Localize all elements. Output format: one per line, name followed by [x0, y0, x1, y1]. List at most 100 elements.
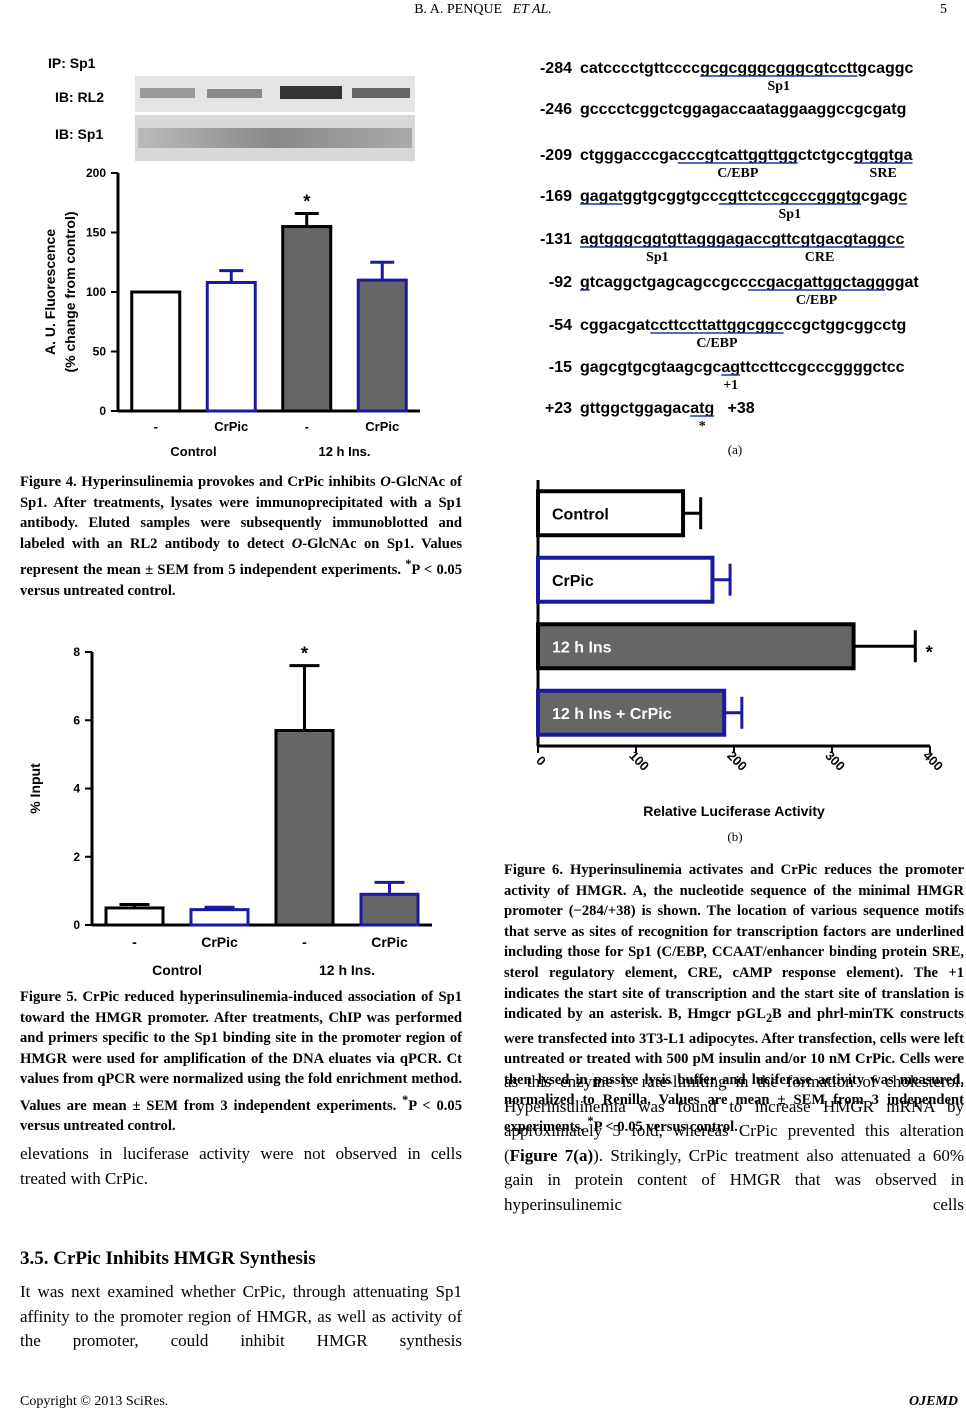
y-axis-label: % Input	[27, 763, 43, 814]
y-tick-label: 0	[73, 918, 80, 932]
y-axis-label: (% change from control)	[62, 211, 78, 372]
sequence-position: -54	[549, 317, 572, 334]
blot-label: IP: Sp1	[48, 55, 96, 71]
sequence-position: -92	[549, 274, 572, 291]
x-tick-label: -	[305, 419, 309, 434]
sequence-segment: gcgcgggcgggcgtcctt	[700, 60, 858, 77]
sequence-segment: gagcgtgcgtaagcgc	[580, 359, 721, 376]
sequence-segment: ag	[721, 359, 740, 376]
caption: Figure 5. CrPic reduced hyperinsulinemia…	[20, 989, 462, 1135]
motif-label: CRE	[805, 250, 835, 265]
sequence-position: +23	[545, 400, 572, 417]
bar	[536, 622, 856, 671]
band	[352, 88, 410, 98]
sequence-segment: ggtgcggtgcc	[623, 188, 719, 205]
sequence-segment: ccgctggcggcctg	[784, 317, 907, 334]
annotation: *	[303, 191, 310, 211]
motif-label: C/EBP	[796, 293, 838, 308]
sequence-segment: catcccctgttcccc	[580, 60, 700, 77]
y-tick-label: 0	[99, 404, 106, 418]
bar	[536, 555, 715, 604]
y-tick-label: 200	[86, 166, 106, 180]
sequence-segment: ccttccttattggcggc	[650, 317, 783, 334]
x-tick-label: 300	[822, 748, 848, 774]
sequence-segment: cgttctccgcccgggtg	[719, 188, 861, 205]
x-tick-label: -	[132, 934, 137, 950]
authors: B. A. PENQUE	[414, 2, 503, 17]
bar-label: 12 h Ins	[552, 639, 612, 656]
y-tick-label: 50	[93, 345, 107, 359]
group-label: 12 h Ins.	[318, 444, 370, 459]
sequence-segment: cggacgat	[580, 317, 651, 334]
page-number: 5	[940, 2, 947, 17]
motif-label: Sp1	[646, 250, 669, 265]
paragraph: It was next examined whether CrPic, thro…	[20, 1282, 462, 1351]
copyright: Copyright © 2013 SciRes.	[20, 1394, 169, 1409]
x-tick-label: CrPic	[201, 934, 238, 950]
et-al: ET AL.	[512, 2, 552, 17]
x-tick-label: CrPic	[371, 934, 408, 950]
bar	[536, 489, 686, 538]
sequence-segment: ccgacgattggctagg	[748, 274, 885, 291]
x-tick-label: 0	[533, 753, 549, 769]
bar	[205, 280, 257, 413]
y-tick-label: 100	[86, 285, 106, 299]
section-heading: 3.5. CrPic Inhibits HMGR Synthesis	[20, 1248, 316, 1269]
caption: Figure 4. Hyperinsulinemia provokes and …	[20, 474, 463, 599]
panel-label: (a)	[728, 442, 742, 457]
motif-label: C/EBP	[717, 166, 759, 181]
bar	[104, 906, 165, 927]
caption: Figure 6. Hyperinsulinemia activates and…	[504, 862, 964, 1135]
y-tick-label: 6	[73, 713, 80, 727]
sequence-segment: ctgggacccga	[580, 147, 678, 164]
bar	[281, 225, 333, 413]
x-tick-label: 200	[724, 748, 750, 774]
motif-label: Sp1	[779, 207, 802, 222]
sequence-segment: tcaggctgagcagccgcc	[590, 274, 748, 291]
sequence-position: -15	[549, 359, 572, 376]
bar	[274, 728, 335, 927]
bar-label: CrPic	[552, 573, 594, 590]
bar-label: 12 h Ins + CrPic	[552, 706, 672, 723]
journal: OJEMD	[908, 1394, 958, 1409]
sequence-position: -169	[540, 188, 572, 205]
sequence-segment: gtggtga	[854, 147, 913, 164]
bar-label: Control	[552, 506, 609, 523]
sequence-segment: +38	[714, 400, 755, 417]
sequence-segment: cccgtcattggttgg	[678, 147, 798, 164]
sequence-position: -209	[540, 147, 572, 164]
x-axis-label: Relative Luciferase Activity	[643, 803, 825, 819]
sequence-segment: ttccttccgcccggggctcc	[740, 359, 905, 376]
annotation: *	[926, 642, 933, 662]
motif-label: SRE	[870, 166, 897, 181]
x-tick-label: 100	[626, 748, 652, 774]
paragraph: elevations in luciferase activity were n…	[20, 1144, 462, 1188]
bar	[359, 892, 420, 927]
y-tick-label: 4	[73, 782, 80, 796]
y-axis-label: A. U. Fluorescence	[42, 229, 58, 355]
annotation: *	[301, 644, 308, 664]
bar	[189, 908, 250, 927]
sequence-segment: atg	[690, 400, 714, 417]
bar	[536, 688, 727, 737]
y-tick-label: 8	[73, 645, 80, 659]
paragraph: as this enzyme is rate-limiting in the f…	[504, 1072, 965, 1214]
group-label: Control	[170, 444, 216, 459]
sequence-segment: ggat	[885, 274, 919, 291]
motif-label: +1	[723, 378, 738, 393]
y-tick-label: 150	[86, 226, 106, 240]
band	[138, 128, 412, 148]
blot-label: IB: Sp1	[55, 126, 103, 142]
motif-label: C/EBP	[696, 336, 738, 351]
band	[280, 86, 342, 99]
group-label: Control	[152, 962, 202, 978]
sequence-position: -284	[540, 60, 572, 77]
x-tick-label: -	[302, 934, 307, 950]
sequence-segment: gcaggc	[857, 60, 913, 77]
y-tick-label: 2	[73, 850, 80, 864]
sequence-segment: g	[580, 274, 590, 291]
panel-label: (b)	[727, 829, 742, 844]
motif-label: Sp1	[767, 79, 790, 94]
